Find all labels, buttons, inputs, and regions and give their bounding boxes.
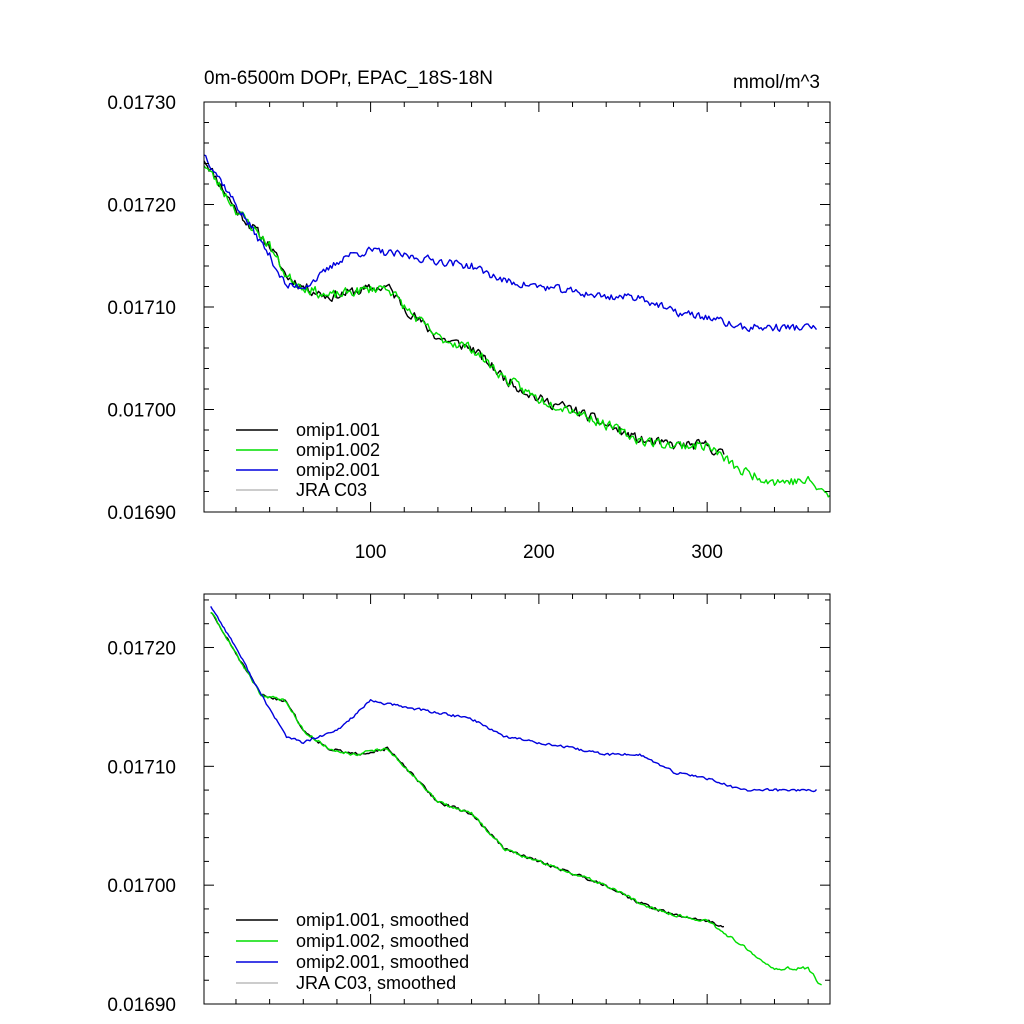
y-tick-label: 0.01700 — [107, 876, 176, 897]
y-tick-label: 0.01690 — [107, 503, 176, 524]
top-panel: 0m-6500m DOPr, EPAC_18S-18N mmol/m^3 0.0… — [107, 68, 831, 563]
y-tick-label: 0.01710 — [107, 757, 176, 778]
legend-label: omip2.001, smoothed — [296, 952, 469, 972]
y-tick-label: 0.01730 — [107, 93, 176, 114]
y-tick-label: 0.01720 — [107, 196, 176, 217]
series-line-omip1-001 — [203, 160, 725, 456]
series-line-omip2-001-smoothed — [210, 606, 818, 793]
x-tick-label: 300 — [691, 542, 723, 563]
bottom-panel: 0.01690 0.01700 0.01710 0.01720 omip1.001, … — [107, 593, 831, 1016]
legend-label: JRA C03 — [296, 480, 367, 500]
y-tick-label: 0.01720 — [107, 638, 176, 659]
x-tick-label: 100 — [355, 542, 387, 563]
x-tick-label: 200 — [523, 542, 555, 563]
legend-label: omip1.002, smoothed — [296, 931, 469, 951]
series-line-omip2-001 — [203, 154, 818, 333]
legend-label: omip1.001, smoothed — [296, 910, 469, 930]
y-tick-label: 0.01690 — [107, 995, 176, 1016]
legend-label: omip1.002 — [296, 440, 380, 460]
legend-label: omip2.001 — [296, 460, 380, 480]
y-tick-label: 0.01700 — [107, 401, 176, 422]
legend-label: omip1.001 — [296, 420, 380, 440]
series-line-omip1-002-smoothed — [210, 611, 822, 986]
series-line-omip1-002 — [203, 165, 831, 498]
plot-frame — [203, 593, 831, 1005]
legend-label: JRA C03, smoothed — [296, 973, 456, 993]
units-label: mmol/m^3 — [733, 72, 820, 93]
series-line-omip1-001-smoothed — [210, 611, 725, 928]
y-tick-label: 0.01710 — [107, 298, 176, 319]
chart-title: 0m-6500m DOPr, EPAC_18S-18N — [204, 68, 493, 89]
